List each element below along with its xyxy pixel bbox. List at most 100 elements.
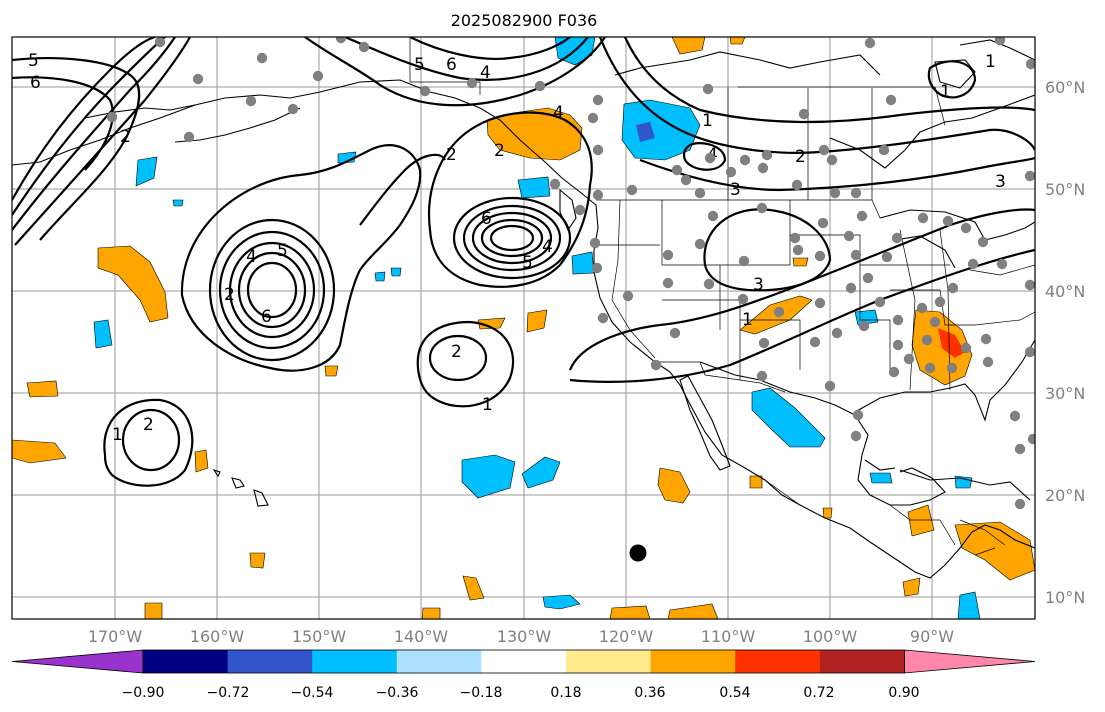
contour-label: 2 xyxy=(451,342,462,362)
contour-label: 5 xyxy=(522,253,533,273)
coastlines xyxy=(12,39,1035,579)
anomaly-patch-positive xyxy=(194,449,209,473)
lat-label: 40°N xyxy=(1045,282,1085,301)
anomaly-patch-positive xyxy=(792,257,809,267)
anomaly-patch-positive xyxy=(526,309,548,333)
anomaly-patch-positive xyxy=(144,602,163,619)
station-marker xyxy=(921,334,933,346)
station-marker xyxy=(669,327,681,339)
anomaly-patch-negative xyxy=(751,387,826,448)
contour-label: 2 xyxy=(494,141,505,161)
station-marker xyxy=(534,80,546,92)
colorbar-swatch xyxy=(819,650,905,673)
anomaly-patch-negative xyxy=(93,319,113,349)
anomaly-patch-positive xyxy=(667,603,719,619)
lat-label: 20°N xyxy=(1045,486,1085,505)
contour-label: 5 xyxy=(277,241,288,261)
station-marker xyxy=(335,37,347,44)
station-marker xyxy=(106,111,118,123)
station-marker xyxy=(892,339,904,351)
station-marker xyxy=(592,94,604,106)
anomaly-patch-negative xyxy=(135,156,158,187)
station-marker xyxy=(737,293,749,305)
station-marker xyxy=(967,258,979,270)
colorbar-tick-label: 0.90 xyxy=(888,685,919,701)
station-marker xyxy=(1009,410,1021,422)
station-marker xyxy=(680,174,692,186)
station-marker xyxy=(725,166,737,178)
contour-lines xyxy=(12,37,1035,487)
station-marker xyxy=(850,249,862,261)
anomaly-patch-negative xyxy=(172,199,184,207)
anomaly-patch-negative xyxy=(954,475,973,489)
station-marker xyxy=(929,316,941,328)
contour-label: 1 xyxy=(482,395,493,415)
highlighted-station-marker xyxy=(629,544,647,562)
anomaly-patch-positive xyxy=(902,577,921,597)
anomaly-patch-positive xyxy=(729,37,746,45)
lat-label: 60°N xyxy=(1045,78,1085,97)
contour-label: 4 xyxy=(246,247,257,267)
contour-label: 1 xyxy=(985,52,996,72)
colorbar xyxy=(11,649,1036,674)
latitude-labels: 60°N 50°N 40°N 30°N 20°N 10°N xyxy=(1045,78,1085,607)
station-marker xyxy=(903,353,915,365)
anomaly-patch-positive xyxy=(671,37,706,55)
station-marker xyxy=(707,210,719,222)
longitude-labels: 170°W 160°W 150°W 140°W 130°W 120°W 110°… xyxy=(88,627,954,646)
station-marker xyxy=(791,179,803,191)
contour-labels: 5 6 2 5 6 4 4 1 2 4 3 2 2 6 5 4 2 4 5 6 … xyxy=(28,51,1006,445)
anomaly-patch-negative xyxy=(869,472,893,484)
station-marker xyxy=(891,232,903,244)
station-marker xyxy=(845,282,857,294)
contour-label: 4 xyxy=(553,103,564,123)
station-marker xyxy=(419,85,431,97)
station-marker xyxy=(739,154,751,166)
station-marker xyxy=(994,37,1006,46)
station-marker xyxy=(183,131,195,143)
colorbar-tick-label: −0.18 xyxy=(460,685,503,701)
station-marker xyxy=(878,144,890,156)
station-marker xyxy=(592,189,604,201)
contour-label: 1 xyxy=(742,310,753,330)
colorbar-tick-label: 0.54 xyxy=(719,685,750,701)
anomaly-patch-positive xyxy=(907,504,935,537)
anomaly-patch-positive xyxy=(749,475,763,489)
station-marker xyxy=(589,237,601,249)
colorbar-swatch xyxy=(396,650,482,673)
station-marker xyxy=(885,94,897,106)
station-marker xyxy=(287,103,299,115)
station-marker xyxy=(916,302,928,314)
station-marker xyxy=(1024,346,1035,358)
colorbar-swatch xyxy=(735,650,821,673)
lon-label: 130°W xyxy=(497,627,552,646)
map-frame xyxy=(11,36,1036,620)
station-marker xyxy=(826,154,838,166)
anomaly-patch-positive xyxy=(609,605,651,619)
contour-label: 3 xyxy=(753,275,764,295)
colorbar-tick-label: −0.54 xyxy=(291,685,334,701)
lat-label: 30°N xyxy=(1045,384,1085,403)
station-marker xyxy=(960,342,972,354)
station-marker xyxy=(858,320,870,332)
station-marker xyxy=(192,73,204,85)
anomaly-patch-positive xyxy=(26,380,59,398)
anomaly-patch-positive xyxy=(486,107,583,161)
lon-label: 120°W xyxy=(599,627,654,646)
station-marker xyxy=(757,162,769,174)
colorbar-swatch xyxy=(481,650,567,673)
colorbar-tick-labels: −0.90 −0.72 −0.54 −0.36 −0.18 0.18 0.36 … xyxy=(122,685,920,701)
station-marker xyxy=(960,222,972,234)
station-marker xyxy=(662,249,674,261)
colorbar-tick-label: −0.72 xyxy=(207,685,250,701)
station-marker xyxy=(1025,58,1035,70)
anomaly-patch-positive xyxy=(324,365,339,377)
colorbar-swatch xyxy=(566,650,652,673)
contour-label: 6 xyxy=(481,209,492,229)
anomaly-patch-positive xyxy=(822,507,833,519)
station-marker xyxy=(245,95,257,107)
contour-label: 4 xyxy=(480,63,491,83)
shaded-anomalies xyxy=(12,37,1035,619)
lon-label: 110°W xyxy=(701,627,756,646)
